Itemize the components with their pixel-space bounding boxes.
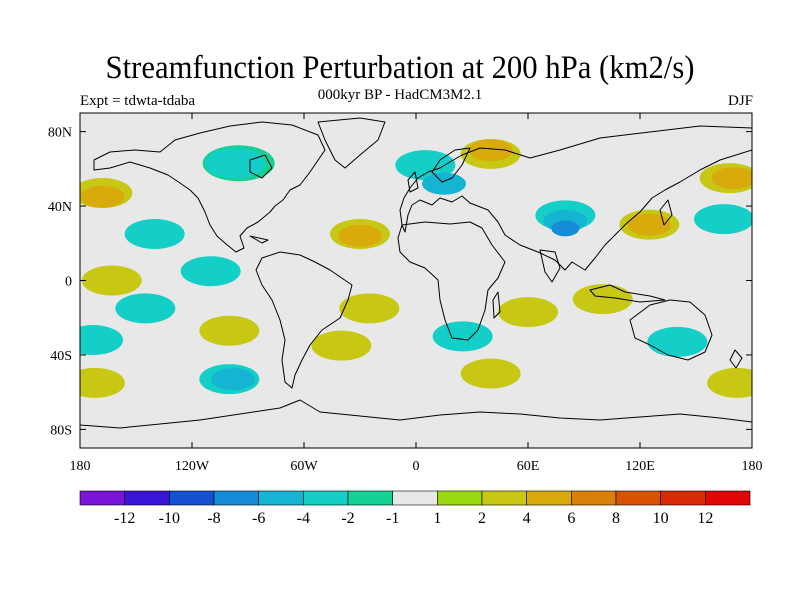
coastline-hudson-bay <box>249 154 273 179</box>
lon-label: 180 <box>742 459 763 474</box>
experiment-label: Expt = tdwta-tdaba <box>80 93 196 109</box>
colorbar-swatch <box>481 490 527 506</box>
coastline-scandinavia <box>431 147 471 183</box>
field-blob-4 <box>711 167 752 190</box>
coastline-india <box>539 249 561 283</box>
coastline-south-america <box>255 251 353 389</box>
lon-label: 0 <box>413 459 420 474</box>
field-blob-2 <box>81 265 142 296</box>
coastline-north-america <box>93 121 326 253</box>
colorbar-label: 2 <box>478 510 486 527</box>
field-blob-2 <box>311 330 372 361</box>
coastline-australia <box>629 299 713 361</box>
field-blob-neg2 <box>204 148 265 179</box>
field-blob-2 <box>707 367 752 398</box>
colorbar-swatch <box>660 490 706 506</box>
field-blob-neg2 <box>180 256 241 287</box>
colorbar-swatch <box>526 490 572 506</box>
lat-label: 0 <box>65 275 72 290</box>
coastline-madagascar <box>492 291 501 319</box>
field-blob-2 <box>339 293 400 324</box>
colorbar-swatch <box>258 490 304 506</box>
colorbar-label: 1 <box>433 510 441 527</box>
field-blob-2 <box>199 315 260 346</box>
latitude-labels: 80N 40N 0 40S 80S <box>48 126 72 439</box>
colorbar-label: -2 <box>341 510 354 527</box>
field-blob-4 <box>468 139 513 162</box>
coastline-eurasia <box>399 125 752 271</box>
lon-label: 60E <box>517 459 540 474</box>
field-blob-2 <box>572 284 633 315</box>
colorbar: -12 -10 -8 -6 -4 -2 -1 1 2 4 6 8 10 12 <box>79 490 751 527</box>
colorbar-swatch <box>79 490 125 506</box>
streamfunction-fields <box>80 138 752 398</box>
colorbar-label: 6 <box>567 510 575 527</box>
colorbar-label: -10 <box>159 510 180 527</box>
field-blob-neg6 <box>551 220 580 237</box>
lat-label: 80S <box>50 423 72 438</box>
field-blob-neg4 <box>422 172 466 195</box>
field-blob-2 <box>498 297 558 328</box>
field-blob-2 <box>80 367 125 398</box>
season-label: DJF <box>727 93 753 109</box>
colorbar-label: -6 <box>252 510 265 527</box>
colorbar-swatch <box>392 490 438 506</box>
colorbar-label: 8 <box>612 510 620 527</box>
map-title: Streamfunction Perturbation at 200 hPa (… <box>105 50 695 86</box>
lon-label: 120E <box>625 459 655 474</box>
colorbar-label: -12 <box>114 510 135 527</box>
coastline-cuba <box>249 235 269 244</box>
colorbar-label: 10 <box>653 510 669 527</box>
field-blob-neg2 <box>124 218 185 249</box>
field-blob-4 <box>80 185 125 208</box>
colorbar-swatch <box>437 490 483 506</box>
field-blob-4 <box>627 213 672 236</box>
field-blob-neg2 <box>432 321 493 352</box>
coastline-new-zealand <box>729 349 743 369</box>
longitude-labels: 180 120W 60W 0 60E 120E 180 <box>70 459 763 474</box>
field-blob-neg2 <box>694 204 752 235</box>
lon-label: 180 <box>70 459 91 474</box>
lat-label: 40N <box>48 200 72 215</box>
map-subtitle: 000kyr BP - HadCM3M2.1 <box>317 87 483 103</box>
lat-label: 40S <box>50 349 72 364</box>
coastline-antarctica <box>80 399 752 429</box>
coastlines <box>80 117 752 429</box>
coastline-africa <box>397 221 506 341</box>
axis-ticks <box>79 113 753 448</box>
lat-label: 80N <box>48 126 72 141</box>
colorbar-swatch <box>705 490 751 506</box>
field-blob-neg4 <box>211 368 256 391</box>
lon-label: 120W <box>175 459 210 474</box>
colorbar-swatch <box>213 490 259 506</box>
lon-label: 60W <box>290 459 318 474</box>
colorbar-label: 4 <box>523 510 531 527</box>
field-blob-4 <box>338 224 382 247</box>
field-blob-neg2 <box>395 150 456 181</box>
field-blob-2 <box>460 358 521 389</box>
colorbar-swatch <box>124 490 170 506</box>
colorbar-swatch <box>615 490 661 506</box>
field-blob-neg2 <box>115 293 176 324</box>
colorbar-label: -8 <box>207 510 220 527</box>
colorbar-swatch <box>303 490 349 506</box>
field-blob-neg2 <box>647 326 708 357</box>
colorbar-swatch <box>571 490 617 506</box>
colorbar-label: -4 <box>297 510 310 527</box>
coastline-britain <box>407 171 419 193</box>
coastline-japan <box>659 199 673 226</box>
colorbar-swatch <box>347 490 393 506</box>
coastline-greenland <box>317 117 386 169</box>
colorbar-label: -1 <box>386 510 399 527</box>
colorbar-swatch <box>169 490 215 506</box>
colorbar-label: 12 <box>697 510 713 527</box>
field-blob-neg2 <box>80 325 124 356</box>
coastline-indonesia <box>589 284 666 303</box>
